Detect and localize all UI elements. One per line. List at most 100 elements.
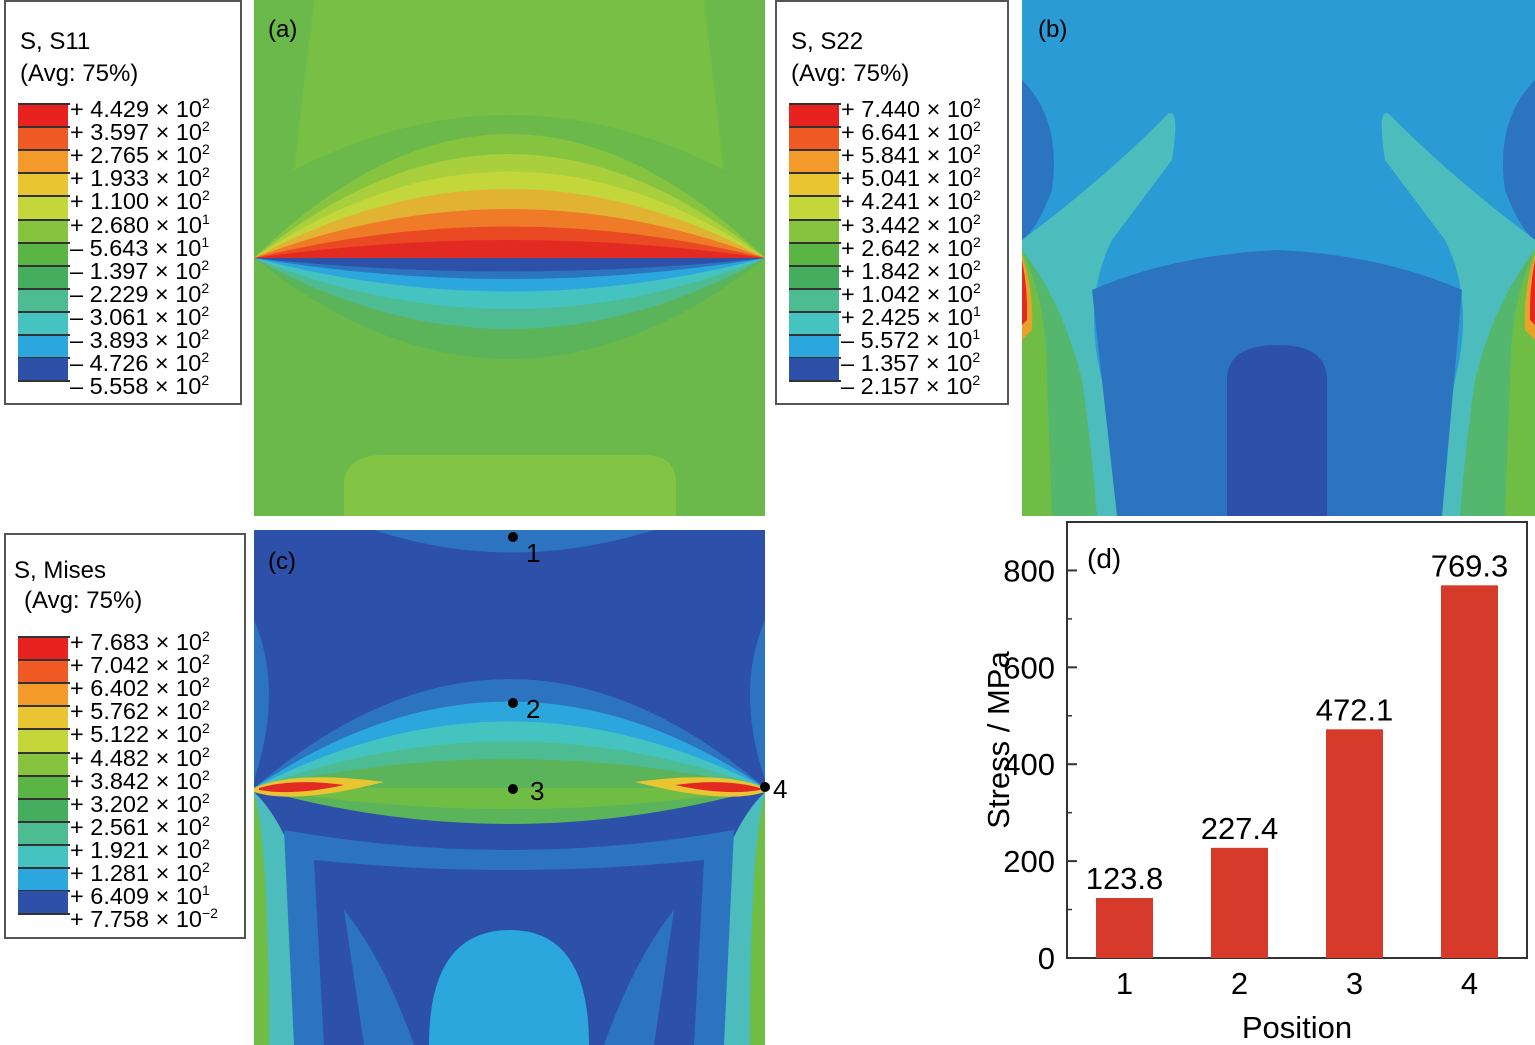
legend-swatch <box>789 311 839 335</box>
legend-swatch <box>18 127 68 151</box>
contour-plot-c <box>254 530 765 1045</box>
legend-value: + 2.561 × 102 <box>70 812 210 840</box>
y-tick-label: 200 <box>1003 844 1055 879</box>
legend-swatch <box>18 729 68 753</box>
legend-value: + 5.122 × 102 <box>70 720 210 748</box>
legend-value: + 1.921 × 102 <box>70 835 210 863</box>
legend-value: + 1.933 × 102 <box>70 164 210 192</box>
legend-swatch <box>789 335 839 359</box>
legend-tick <box>18 334 70 336</box>
bar-position-2 <box>1211 847 1268 958</box>
legend-swatch <box>789 150 839 174</box>
legend-swatch <box>789 127 839 151</box>
legend-tick <box>18 126 70 129</box>
legend-swatch <box>789 104 839 128</box>
legend-swatch <box>18 219 68 243</box>
legend-value: + 5.041 × 102 <box>841 164 981 192</box>
legend-swatch <box>18 265 68 289</box>
legend-swatch <box>18 706 68 730</box>
probe-point-3-marker <box>508 784 518 794</box>
legend-value: + 2.642 × 102 <box>841 233 981 261</box>
legend-s11: S, S11 (Avg: 75%) + 4.429 × 102 + 3.597 ×… <box>4 0 242 405</box>
probe-point-1-label: 1 <box>526 538 541 568</box>
legend-tick <box>18 103 70 105</box>
x-axis-title: Position <box>1242 1010 1352 1045</box>
legend-tick <box>18 195 70 198</box>
legend-value: – 3.893 × 102 <box>70 326 210 353</box>
legend-avg: (Avg: 75%) <box>20 60 139 87</box>
legend-value: + 4.241 × 102 <box>841 187 981 215</box>
legend-tick <box>18 218 70 221</box>
legend-value: – 2.229 × 102 <box>70 279 210 307</box>
legend-swatch <box>18 868 68 892</box>
legend-swatch <box>18 798 68 822</box>
legend-tick <box>789 149 841 152</box>
legend-tick <box>18 843 70 846</box>
legend-tick <box>789 126 841 129</box>
legend-value: + 4.482 × 102 <box>70 743 210 771</box>
legend-tick <box>18 820 70 823</box>
legend-swatch <box>18 891 68 915</box>
legend-value: + 4.429 × 102 <box>70 95 210 122</box>
contour-plot-a <box>254 0 765 516</box>
y-tick-label: 600 <box>1003 650 1055 685</box>
legend-avg: (Avg: 75%) <box>791 60 910 87</box>
legend-swatch <box>18 637 68 661</box>
legend-swatch <box>18 683 68 707</box>
panel-label-d: (d) <box>1087 543 1121 574</box>
legend-value: + 5.841 × 102 <box>841 141 981 169</box>
legend-tick <box>18 682 70 685</box>
legend-swatch <box>789 196 839 220</box>
probe-point-4-marker <box>760 782 770 792</box>
data-label: 123.8 <box>1086 861 1164 896</box>
legend-tick <box>18 287 70 290</box>
panel-label-b: (b) <box>1038 16 1068 43</box>
legend-value: – 1.397 × 102 <box>70 256 210 284</box>
legend-swatch <box>18 311 68 335</box>
legend-tick <box>18 264 70 267</box>
legend-swatch <box>18 358 68 382</box>
bar-position-4 <box>1441 585 1498 958</box>
y-tick-label: 800 <box>1003 553 1055 588</box>
legend-title: S, Mises <box>14 557 107 584</box>
legend-value: + 7.758 × 10−2 <box>70 905 218 933</box>
legend-tick <box>789 172 841 175</box>
legend-swatch <box>18 288 68 312</box>
x-tick-label: 4 <box>1461 966 1478 1001</box>
legend-tick <box>18 380 70 383</box>
legend-mises: S, Mises (Avg: 75%) + 7.683 × 102 + 7.042… <box>4 533 246 939</box>
legend-swatch <box>18 242 68 266</box>
legend-tick <box>789 218 841 221</box>
legend-swatch <box>18 821 68 845</box>
legend-tick <box>18 774 70 777</box>
legend-swatch <box>18 173 68 197</box>
legend-tick <box>789 334 841 336</box>
y-tick-label: 0 <box>1038 941 1055 976</box>
panel-label-a: (a) <box>268 16 298 43</box>
legend-tick <box>18 149 70 152</box>
probe-point-3-label: 3 <box>530 776 545 806</box>
legend-tick <box>18 310 70 313</box>
legend-title: S, S11 <box>20 28 91 55</box>
legend-tick <box>18 751 70 754</box>
legend-swatch <box>18 660 68 684</box>
probe-point-4-label: 4 <box>773 774 788 804</box>
legend-tick <box>789 310 841 313</box>
legend-swatch <box>18 775 68 799</box>
legend-value: + 1.042 × 102 <box>841 279 981 307</box>
legend-swatch <box>789 265 839 289</box>
legend-value: + 5.762 × 102 <box>70 697 210 725</box>
legend-swatch <box>18 844 68 868</box>
legend-value: + 1.100 × 102 <box>70 187 210 215</box>
legend-swatch <box>789 358 839 382</box>
legend-swatch <box>789 288 839 312</box>
probe-point-2-marker <box>508 698 518 708</box>
legend-tick <box>789 287 841 290</box>
legend-title: S, S22 <box>791 28 864 55</box>
legend-value: + 1.281 × 102 <box>70 859 210 886</box>
legend-value: – 3.061 × 102 <box>70 302 210 330</box>
legend-tick <box>18 913 70 916</box>
legend-value: + 6.409 × 101 <box>70 882 210 909</box>
probe-point-2-label: 2 <box>526 694 541 724</box>
legend-tick <box>789 241 841 244</box>
